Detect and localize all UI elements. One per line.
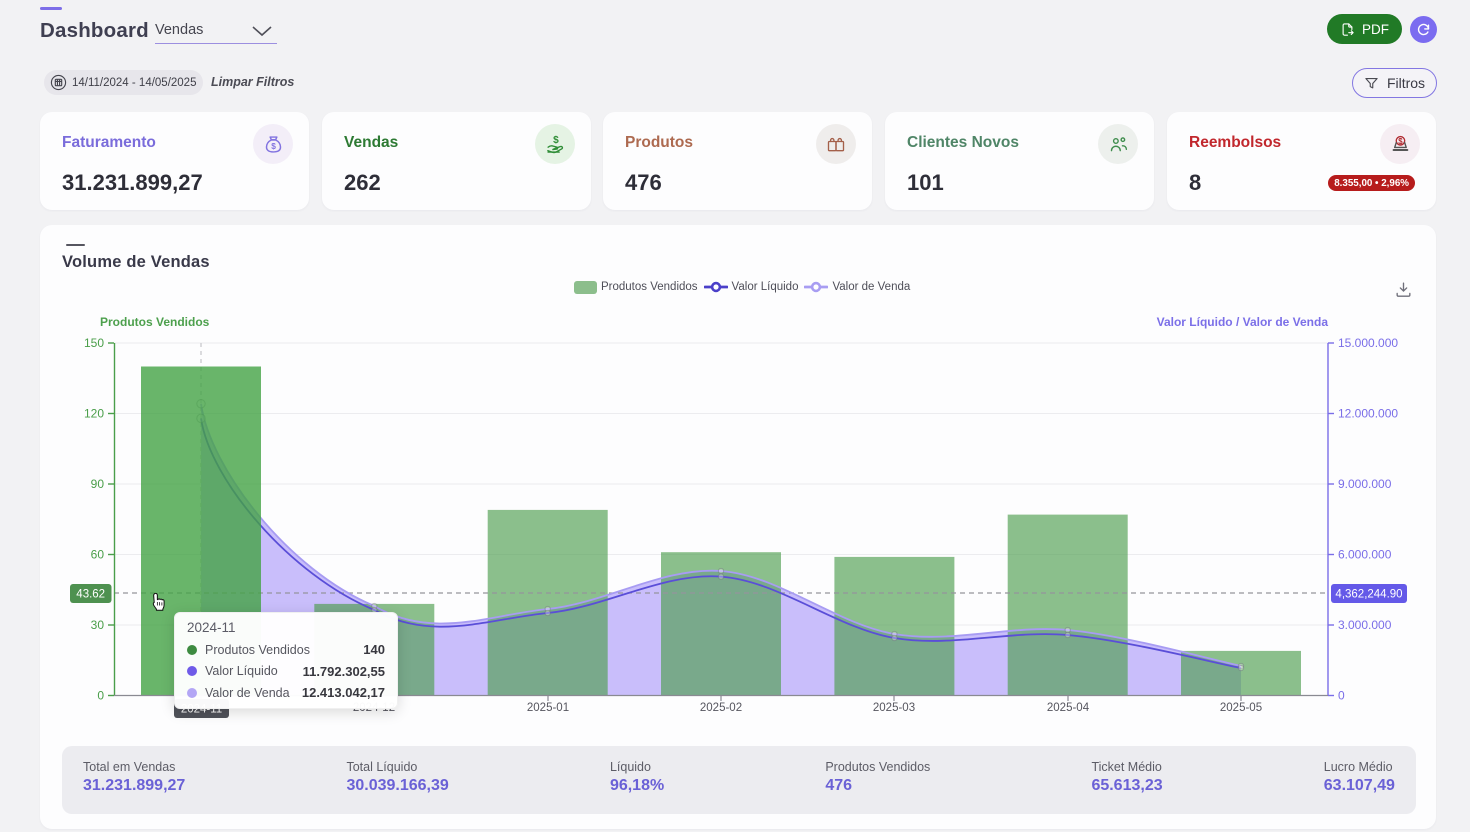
svg-text:60: 60 xyxy=(91,548,105,562)
svg-text:2025-04: 2025-04 xyxy=(1047,702,1090,714)
svg-text:3.000.000: 3.000.000 xyxy=(1338,618,1392,632)
svg-text:43.62: 43.62 xyxy=(76,589,105,601)
svg-text:Valor Líquido / Valor de Venda: Valor Líquido / Valor de Venda xyxy=(1157,315,1329,329)
svg-text:2025-03: 2025-03 xyxy=(873,702,915,714)
svg-text:$: $ xyxy=(553,135,559,146)
svg-text:150: 150 xyxy=(84,336,104,350)
svg-text:9.000.000: 9.000.000 xyxy=(1338,477,1392,491)
svg-text:0: 0 xyxy=(1338,689,1345,703)
svg-text:$: $ xyxy=(271,141,276,151)
svg-text:6.000.000: 6.000.000 xyxy=(1338,548,1392,562)
svg-text:$: $ xyxy=(1398,137,1403,146)
svg-text:30: 30 xyxy=(91,618,105,632)
svg-text:15.000.000: 15.000.000 xyxy=(1338,336,1398,350)
svg-text:12.000.000: 12.000.000 xyxy=(1338,407,1398,421)
svg-text:0: 0 xyxy=(97,689,104,703)
svg-text:120: 120 xyxy=(84,407,104,421)
svg-text:2025-02: 2025-02 xyxy=(700,702,742,714)
svg-text:4,362,244.90: 4,362,244.90 xyxy=(1335,589,1402,601)
svg-text:Produtos Vendidos: Produtos Vendidos xyxy=(100,315,210,329)
svg-text:2025-01: 2025-01 xyxy=(527,702,569,714)
svg-text:90: 90 xyxy=(91,477,105,491)
svg-text:2025-05: 2025-05 xyxy=(1220,702,1262,714)
